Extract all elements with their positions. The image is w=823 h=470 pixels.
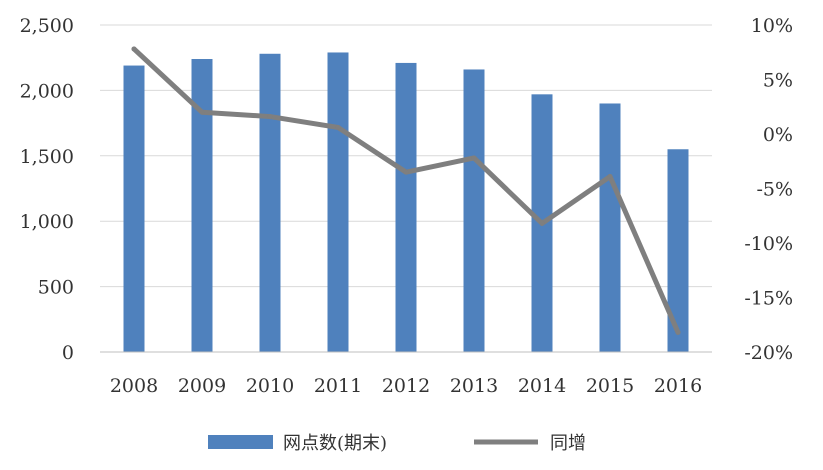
line-point xyxy=(607,174,613,180)
bar xyxy=(395,62,417,352)
x-axis-tick-label: 2014 xyxy=(518,375,566,397)
left-axis-tick-label: 2,500 xyxy=(20,15,74,37)
left-axis-tick-label: 2,000 xyxy=(20,80,74,102)
legend-label-line: 同增 xyxy=(550,433,586,454)
right-axis-tick-label: 10% xyxy=(751,15,793,37)
x-axis-tick-label: 2008 xyxy=(110,375,158,397)
line-point xyxy=(335,124,341,130)
x-axis: 2008 2009 2010 2011 2012 2013 2014 2015 2016 xyxy=(100,351,712,397)
line-series xyxy=(131,46,681,335)
x-axis-tick-label: 2012 xyxy=(382,375,430,397)
line-point xyxy=(267,114,273,120)
bar-series xyxy=(123,52,689,353)
line-point xyxy=(403,169,409,175)
x-axis-tick-label: 2013 xyxy=(450,375,498,397)
left-axis-tick-label: 1,500 xyxy=(20,146,74,168)
right-y-axis: 10% 5% 0% -5% -10% -15% -20% xyxy=(744,15,793,364)
bar xyxy=(463,69,485,353)
legend: 网点数(期末) 同增 xyxy=(208,433,586,454)
legend-bar-swatch xyxy=(208,435,273,449)
line-point xyxy=(471,155,477,161)
x-axis-tick-label: 2011 xyxy=(314,375,362,397)
x-axis-tick-label: 2015 xyxy=(586,375,634,397)
right-axis-tick-label: 5% xyxy=(763,70,793,92)
x-axis-tick-label: 2016 xyxy=(654,375,702,397)
line-point xyxy=(199,109,205,115)
right-axis-tick-label: 0% xyxy=(763,124,793,146)
right-axis-tick-label: -20% xyxy=(744,342,793,364)
bar xyxy=(599,103,621,352)
right-axis-tick-label: -15% xyxy=(744,288,793,310)
x-axis-tick-label: 2009 xyxy=(178,375,226,397)
left-axis-tick-label: 500 xyxy=(38,277,74,299)
line-point xyxy=(539,220,545,226)
left-axis-tick-label: 0 xyxy=(62,342,74,364)
bar xyxy=(191,59,213,353)
left-y-axis: 2,500 2,000 1,500 1,000 500 0 xyxy=(20,15,74,364)
line-point xyxy=(675,329,681,335)
right-axis-tick-label: -10% xyxy=(744,233,793,255)
bar xyxy=(667,149,689,352)
x-axis-tick-label: 2010 xyxy=(246,375,294,397)
left-axis-tick-label: 1,000 xyxy=(20,211,74,233)
bar xyxy=(123,65,145,352)
bar xyxy=(259,53,281,352)
right-axis-tick-label: -5% xyxy=(756,179,793,201)
line-point xyxy=(131,46,137,52)
legend-label-bars: 网点数(期末) xyxy=(283,433,387,454)
bar xyxy=(327,52,349,353)
